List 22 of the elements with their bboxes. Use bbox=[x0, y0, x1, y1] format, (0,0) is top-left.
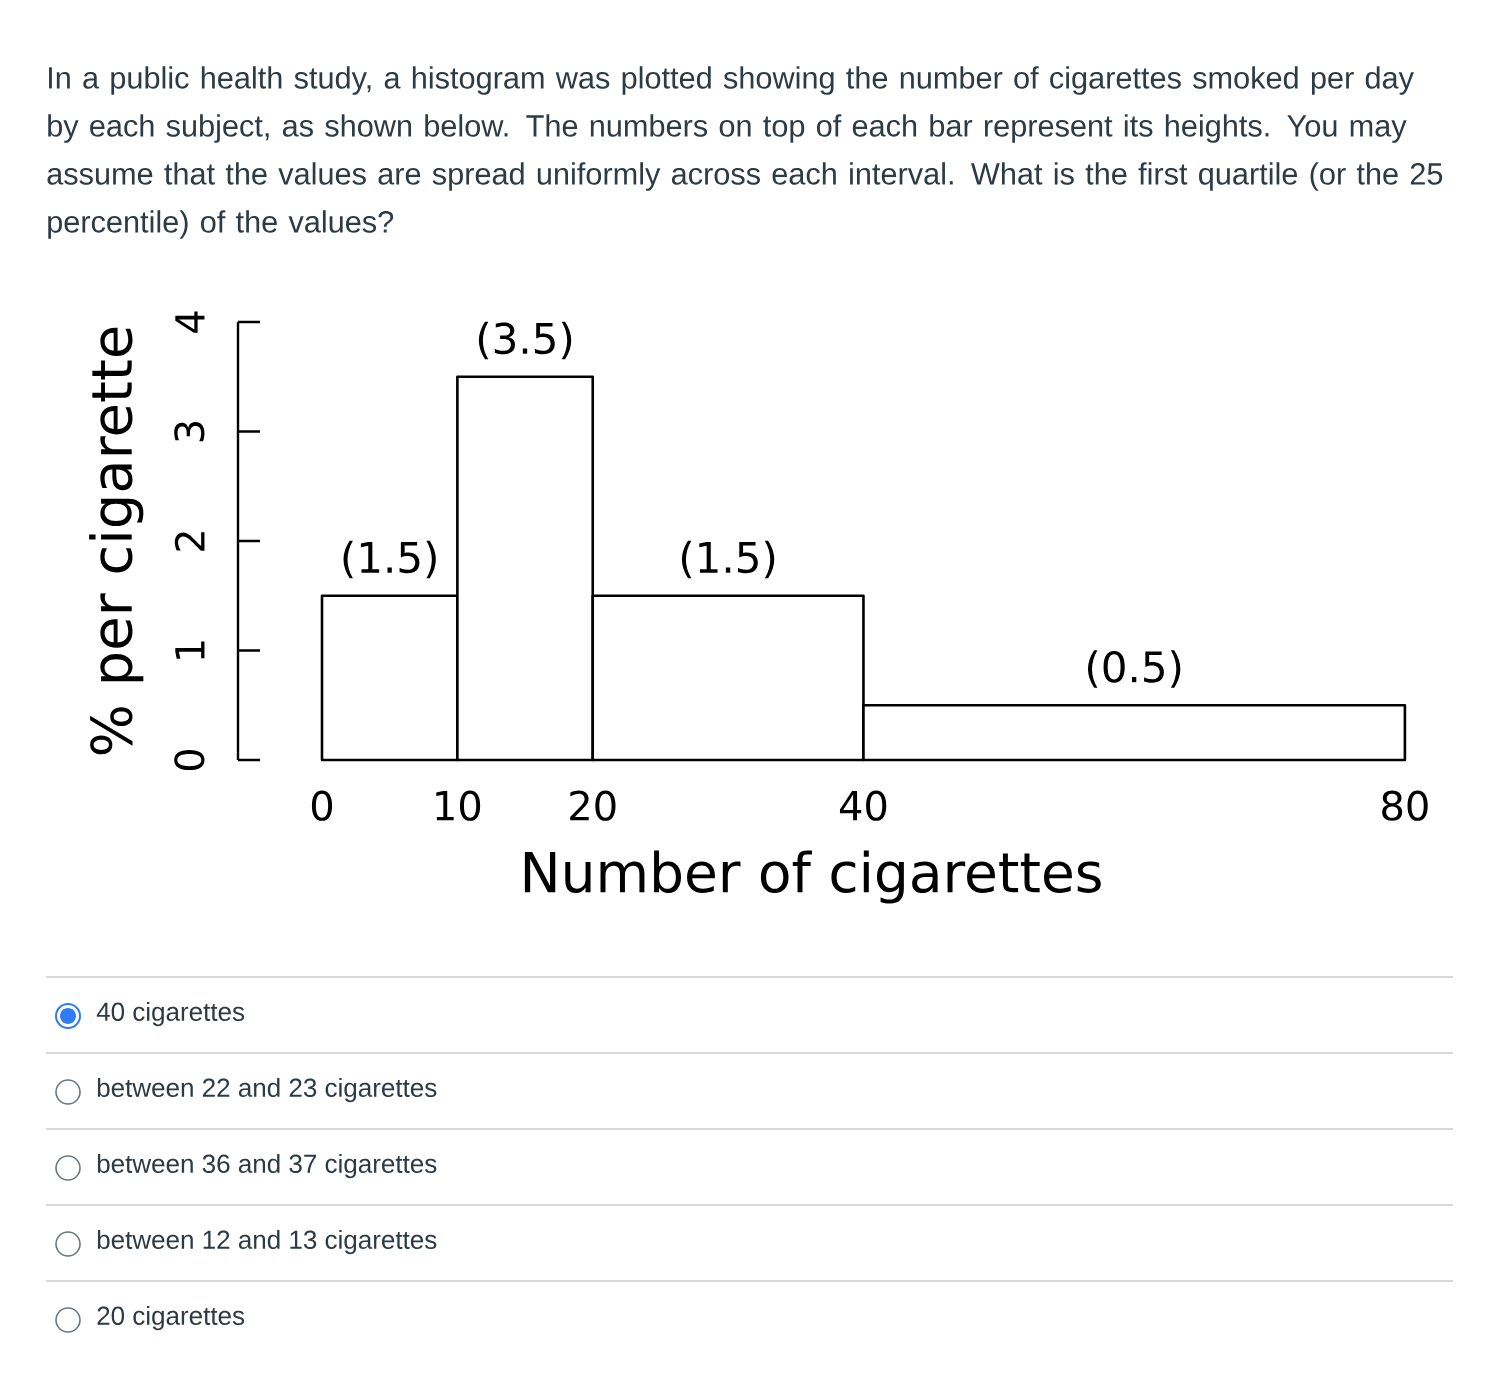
data-label: (3.5) bbox=[478, 321, 572, 360]
y-tick-label: 1 bbox=[175, 641, 205, 659]
data-label: (1.5) bbox=[681, 540, 775, 579]
y-tick-label: 4 bbox=[175, 311, 205, 333]
text: between 36 and 37 cigarettes bbox=[97, 1153, 437, 1179]
data-label: (0.5) bbox=[1088, 650, 1181, 688]
x-tick-label: 40 bbox=[839, 790, 887, 821]
y-axis-title: % per cigarette bbox=[89, 327, 144, 755]
y-tick-label: 3 bbox=[174, 422, 205, 442]
text: 40 cigarettes bbox=[96, 1001, 245, 1027]
x-tick-label: 80 bbox=[1382, 790, 1428, 821]
text: 20 cigarettes bbox=[97, 1305, 245, 1331]
x-tick-label: 20 bbox=[570, 790, 616, 821]
y-tick-label: 2 bbox=[174, 532, 205, 551]
text: between 12 and 13 cigarettes bbox=[97, 1229, 437, 1255]
x-tick-label: 0 bbox=[311, 790, 333, 821]
text: between 22 and 23 cigarettes bbox=[97, 1077, 437, 1103]
x-tick-label: 10 bbox=[436, 790, 481, 821]
x-axis-title: Number of cigarettes bbox=[524, 850, 1101, 904]
y-tick-label: 0 bbox=[174, 749, 205, 771]
data-label: (1.5) bbox=[343, 540, 436, 579]
chart-title: In a public health study, a histogram was plotted showing the number of cigarettes smoked per day by each subject, as shown below. The numbers on top of each bar represent its heights. You may assume that the values are spread uniformly across each interval. What is the first quartile (or the 25 percentile) of the values? bbox=[47, 66, 1443, 239]
